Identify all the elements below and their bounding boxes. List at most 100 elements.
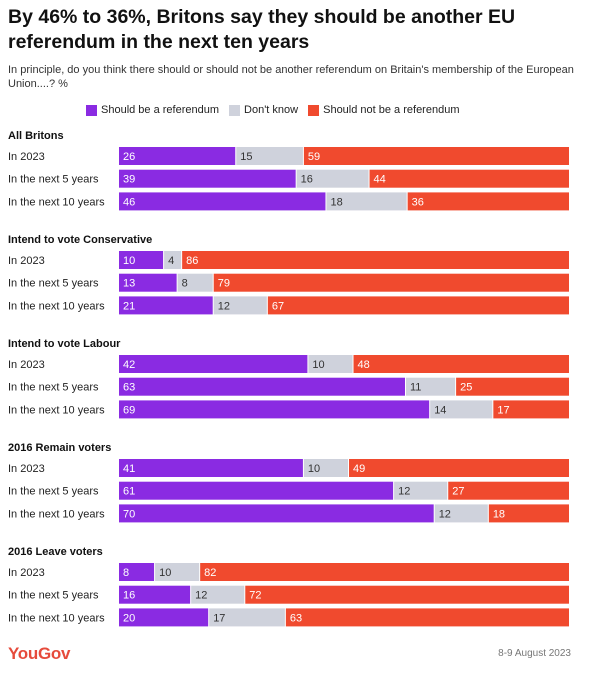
data-label-should-be: 41 [123,463,135,475]
data-label-should-not-be: 44 [374,174,386,186]
row-label: In 2023 [8,463,45,475]
data-label-dont-know: 4 [168,255,174,267]
bar-segment-should-not-be [200,563,569,581]
bar-segment-dont-know [406,377,456,396]
bar-segment-should-be [119,169,296,188]
bar-segment-should-not-be [182,251,569,269]
data-label-should-be: 39 [123,174,135,186]
row-label: In the next 5 years [8,278,99,290]
bar-segment-should-not-be [456,377,569,396]
bar-segment-dont-know [209,608,285,627]
yougov-logo: YouGov [8,644,71,663]
data-label-should-be: 10 [123,255,135,267]
bar-segment-should-be [119,273,177,292]
data-label-should-not-be: 18 [493,508,505,520]
data-label-should-be: 8 [123,567,129,579]
data-label-should-be: 46 [123,196,135,208]
bar-segment-should-be [119,504,434,523]
data-label-should-be: 13 [123,278,135,290]
bar-segment-should-be [119,459,303,477]
bar-segment-should-be [119,192,326,211]
bar-segment-dont-know [164,251,182,269]
data-label-should-not-be: 82 [204,567,216,579]
data-label-dont-know: 16 [301,174,313,186]
legend-swatch-should-be [86,104,97,116]
bar-segment-should-not-be [488,504,569,523]
group-title: All Britons [8,130,64,142]
data-label-should-be: 42 [123,359,135,371]
data-label-dont-know: 10 [159,567,171,579]
data-label-should-not-be: 48 [358,359,370,371]
bar-segment-dont-know [303,459,349,477]
legend-item-dont-know: Don't know [229,104,298,116]
row-label: In the next 5 years [8,382,99,394]
bar-segment-dont-know [236,147,303,165]
data-label-dont-know: 12 [398,486,410,498]
legend-item-should-not-be: Should not be a referendum [308,104,459,116]
bar-segment-should-not-be [448,481,569,500]
row-label: In the next 10 years [8,196,105,208]
bar-segment-dont-know [326,192,407,211]
data-label-dont-know: 17 [213,612,225,624]
bar-segment-should-not-be [349,459,569,477]
group-title: 2016 Leave voters [8,546,103,558]
bar-segment-should-be [119,400,430,419]
bar-segment-should-be [119,563,155,581]
data-label-should-be: 16 [123,590,135,602]
data-label-dont-know: 12 [218,300,230,312]
chart-subtitle: In principle, do you think there should … [8,64,574,90]
bar-segment-should-be [119,585,191,604]
row-label: In 2023 [8,567,45,579]
bar-segment-should-be [119,608,209,627]
bar-segment-dont-know [177,273,213,292]
bar-segment-should-not-be [267,296,569,315]
data-label-should-not-be: 36 [412,196,424,208]
row-label: In the next 10 years [8,300,105,312]
bar-segment-should-be [119,481,394,500]
data-label-should-be: 20 [123,612,135,624]
bar-segment-should-not-be [213,273,569,292]
row-label: In the next 10 years [8,404,105,416]
bar-segment-dont-know [191,585,245,604]
row-label: In the next 5 years [8,590,99,602]
data-label-dont-know: 18 [330,196,342,208]
bar-segment-should-not-be [245,585,569,604]
bar-segment-dont-know [430,400,493,419]
data-label-should-not-be: 59 [308,151,320,163]
data-label-dont-know: 10 [312,359,324,371]
group-title: Intend to vote Conservative [8,234,152,246]
data-label-should-be: 26 [123,151,135,163]
data-label-dont-know: 12 [439,508,451,520]
data-label-dont-know: 14 [434,404,446,416]
legend-label-should-not-be: Should not be a referendum [323,104,460,116]
row-label: In 2023 [8,255,45,267]
legend: Should be a referendum Don't know Should… [86,104,469,116]
chart-title: By 46% to 36%, Britons say they should b… [8,6,516,53]
legend-swatch-dont-know [229,104,241,116]
group-title: 2016 Remain voters [8,442,111,454]
bar-segment-dont-know [308,355,353,373]
data-label-should-not-be: 67 [272,300,284,312]
data-label-should-be: 21 [123,300,135,312]
data-label-dont-know: 12 [195,590,207,602]
group-title: Intend to vote Labour [8,338,121,350]
bar-segment-should-not-be [369,169,569,188]
data-label-should-be: 61 [123,486,135,498]
bar-segment-dont-know [434,504,488,523]
bar-segment-should-be [119,147,236,165]
bar-segment-should-not-be [353,355,569,373]
data-label-should-be: 70 [123,508,135,520]
row-label: In the next 5 years [8,486,99,498]
legend-label-dont-know: Don't know [244,104,299,116]
data-label-should-be: 63 [123,382,135,394]
data-label-dont-know: 8 [182,278,188,290]
bar-segment-should-not-be [285,608,569,627]
data-label-should-not-be: 49 [353,463,365,475]
bar-segment-should-be [119,296,213,315]
bar-segment-should-be [119,355,308,373]
data-label-should-not-be: 79 [218,278,230,290]
row-label: In 2023 [8,151,45,163]
data-label-should-not-be: 17 [497,404,509,416]
bar-segment-should-not-be [493,400,569,419]
